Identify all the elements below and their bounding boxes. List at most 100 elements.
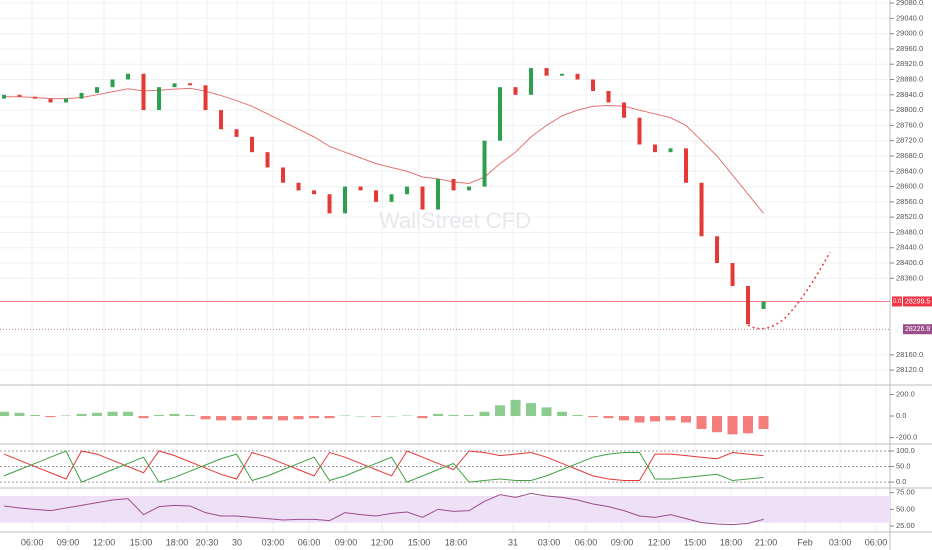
histogram-bar (495, 405, 506, 417)
candle (575, 73, 580, 80)
histogram-bar (448, 414, 459, 417)
band (0, 496, 890, 523)
x-tick-label: 30 (232, 537, 242, 547)
histogram-bar (743, 416, 754, 434)
candle (529, 68, 534, 95)
y-tick-label: 0.0 (896, 477, 906, 486)
price-tag (903, 324, 932, 335)
histogram-bar (92, 412, 103, 417)
x-tick-label: 06:00 (865, 537, 888, 547)
y-tick-label: 28680.0 (896, 151, 923, 160)
histogram-bar (293, 416, 304, 420)
histogram-bar (324, 416, 335, 419)
x-tick-label: 15:00 (408, 537, 431, 547)
candle (591, 79, 596, 91)
price-tag-text: 28299.5 (905, 298, 930, 305)
histogram-bar (107, 411, 118, 417)
price-tag (903, 296, 932, 307)
candle (389, 194, 394, 202)
candle (234, 129, 239, 137)
y-tick-label: 28760.0 (896, 120, 923, 129)
x-tick-label: 06:00 (298, 537, 321, 547)
y-tick-label: 100.0 (896, 446, 915, 455)
candle (126, 73, 131, 80)
histogram-bar (433, 413, 444, 417)
x-tick-label: 03:00 (538, 537, 561, 547)
y-tick-label: 28120.0 (896, 365, 923, 374)
y-tick-label: 28360.0 (896, 273, 923, 282)
x-tick-label: 09:00 (57, 537, 80, 547)
histogram-bar (712, 416, 723, 433)
histogram-bar (603, 416, 614, 419)
y-tick-label: 28640.0 (896, 166, 923, 175)
histogram-bar (247, 416, 258, 420)
y-tick-label: 28480.0 (896, 227, 923, 236)
histogram-bar (681, 416, 692, 423)
histogram-bar (665, 416, 676, 421)
histogram-bar (278, 416, 289, 421)
histogram-bar (386, 416, 397, 417)
candle (358, 186, 363, 191)
histogram-bar (727, 416, 738, 435)
histogram-bar (309, 416, 320, 419)
candle (250, 136, 255, 153)
histogram-bar (138, 416, 149, 419)
y-tick-label: 50.00 (896, 504, 915, 513)
x-tick-label: 20:30 (196, 537, 219, 547)
y-tick-label: 28880.0 (896, 75, 923, 84)
projection-curve (747, 251, 831, 330)
y-tick-label: 29080.0 (896, 0, 923, 7)
y-tick-label: 28800.0 (896, 105, 923, 114)
x-tick-label: 15:00 (130, 537, 153, 547)
candle (730, 263, 735, 286)
watermark: WallStreet CFD (379, 208, 531, 233)
candle (405, 186, 410, 195)
histogram-bar (216, 416, 227, 421)
indicator-line (4, 87, 764, 214)
indicator-line (3, 492, 764, 526)
x-tick-label: 18:00 (166, 537, 189, 547)
candle (715, 236, 720, 264)
x-tick-label: 09:00 (335, 537, 358, 547)
histogram-bar (526, 403, 537, 417)
histogram-bar (541, 407, 552, 417)
histogram-bar (76, 413, 87, 417)
candle (33, 96, 38, 99)
histogram-bar (231, 416, 242, 421)
x-tick-label: 03:00 (829, 537, 852, 547)
candle (544, 68, 549, 76)
candle (95, 87, 100, 93)
histogram-bar (30, 414, 41, 417)
histogram-bar (123, 411, 134, 417)
y-tick-label: 28840.0 (896, 90, 923, 99)
x-tick-label: 06:00 (575, 537, 598, 547)
histogram-bar (464, 414, 475, 417)
x-tick-label: Feb (797, 537, 813, 547)
candle (699, 182, 704, 237)
x-tick-label: 18:00 (445, 537, 468, 547)
y-tick-label: 28440.0 (896, 243, 923, 252)
histogram-bar (758, 416, 769, 429)
y-tick-label: 28560.0 (896, 197, 923, 206)
y-tick-label: 200.0 (896, 389, 915, 398)
candle (281, 167, 286, 183)
price-tag-text: 28226.9 (905, 326, 930, 333)
histogram-bar (355, 416, 366, 417)
y-tick-label: 28960.0 (896, 44, 923, 53)
indicator-line (3, 450, 764, 482)
histogram-bar (0, 411, 10, 417)
histogram-bar (371, 416, 382, 418)
candle (653, 144, 658, 153)
y-tick-label: 25.00 (896, 521, 915, 530)
candle (79, 92, 84, 99)
y-tick-label: 28520.0 (896, 212, 923, 221)
histogram-bar (510, 399, 521, 417)
histogram-bar (340, 415, 351, 417)
histogram-bar (634, 416, 645, 423)
histogram-bar (169, 413, 180, 417)
y-tick-label: 50.0 (896, 462, 911, 471)
histogram-bar (696, 416, 707, 429)
candle (219, 110, 224, 130)
candle (374, 190, 379, 202)
candle (203, 85, 208, 111)
